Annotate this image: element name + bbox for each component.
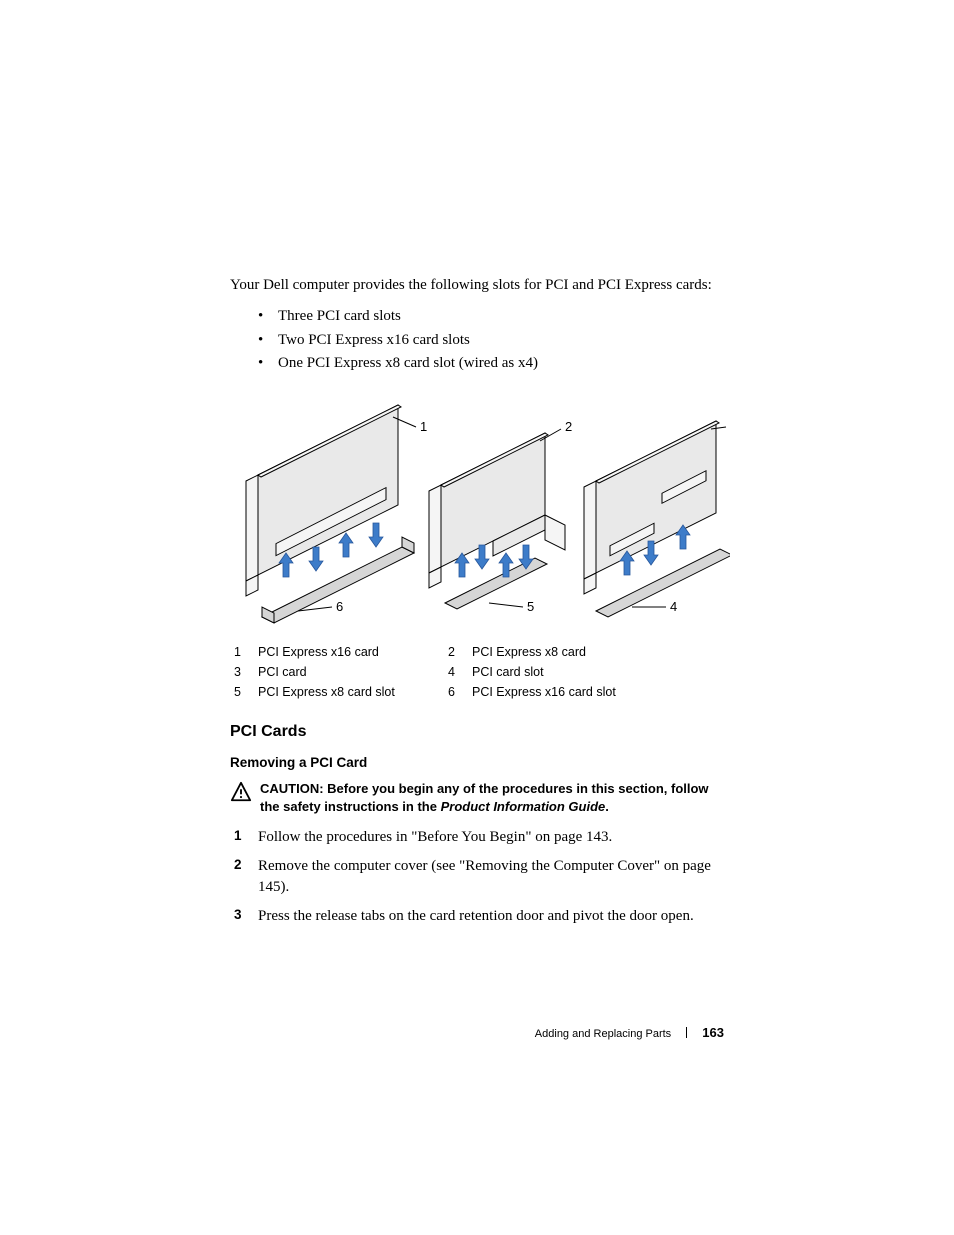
legend-label: PCI Express x16 card [258,645,448,659]
caution-label: CAUTION: [260,781,324,796]
legend-label: PCI card slot [472,665,662,679]
legend-label: PCI card [258,665,448,679]
section-heading: PCI Cards [230,723,724,741]
caution-body-after: . [605,799,609,814]
legend-number: 6 [448,685,472,699]
page-footer: Adding and Replacing Parts 163 [535,1025,724,1040]
figure-legend: 1 PCI Express x16 card 2 PCI Express x8 … [234,645,724,699]
intro-paragraph: Your Dell computer provides the followin… [230,275,724,295]
footer-chapter: Adding and Replacing Parts [535,1028,671,1040]
legend-number: 1 [234,645,258,659]
figure-callout-4: 4 [670,599,677,614]
procedure-steps: Follow the procedures in "Before You Beg… [230,827,724,927]
list-item: One PCI Express x8 card slot (wired as x… [258,352,724,375]
legend-number: 3 [234,665,258,679]
list-item: Three PCI card slots [258,305,724,328]
caution-block: CAUTION: Before you begin any of the pro… [230,780,724,815]
pci-cards-figure: 1 6 [230,395,730,625]
step-item: Press the release tabs on the card reten… [230,906,724,927]
manual-page: Your Dell computer provides the followin… [0,0,954,1235]
subsection-heading: Removing a PCI Card [230,755,724,770]
figure-callout-6: 6 [336,599,343,614]
figure-callout-2: 2 [565,419,572,434]
step-item: Follow the procedures in "Before You Beg… [230,827,724,848]
figure-callout-1: 1 [420,419,427,434]
legend-label: PCI Express x8 card [472,645,662,659]
caution-text: CAUTION: Before you begin any of the pro… [260,780,724,815]
footer-divider [686,1027,687,1038]
footer-page-number: 163 [702,1025,724,1040]
legend-number: 5 [234,685,258,699]
legend-number: 4 [448,665,472,679]
legend-number: 2 [448,645,472,659]
slot-bullet-list: Three PCI card slots Two PCI Express x16… [258,305,724,375]
caution-italic: Product Information Guide [441,799,606,814]
step-item: Remove the computer cover (see "Removing… [230,856,724,898]
legend-label: PCI Express x16 card slot [472,685,662,699]
figure-callout-5: 5 [527,599,534,614]
list-item: Two PCI Express x16 card slots [258,329,724,352]
legend-label: PCI Express x8 card slot [258,685,448,699]
caution-icon [230,780,252,808]
